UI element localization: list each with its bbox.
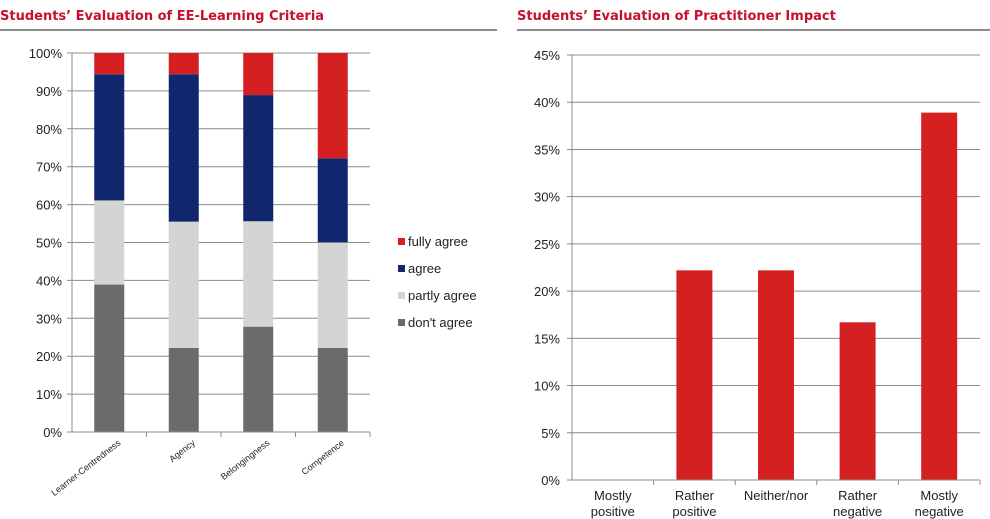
x-tick-label: Rather bbox=[675, 488, 715, 503]
bar-segment bbox=[168, 347, 199, 432]
bar-segment bbox=[168, 53, 199, 75]
x-tick-label: Neither/nor bbox=[744, 488, 809, 503]
learning-criteria-title: Students’ Evaluation of EE-Learning Crit… bbox=[0, 9, 325, 24]
y-tick-label: 35% bbox=[534, 142, 560, 157]
y-tick-label: 30% bbox=[534, 190, 560, 205]
legend-swatch bbox=[398, 265, 405, 272]
y-tick-label: 10% bbox=[36, 387, 62, 402]
bar bbox=[839, 322, 876, 480]
bar-segment bbox=[243, 53, 274, 96]
y-tick-label: 50% bbox=[36, 236, 62, 251]
bar-segment bbox=[94, 200, 125, 285]
bar-segment bbox=[168, 221, 199, 348]
y-tick-label: 45% bbox=[534, 48, 560, 63]
x-tick-label: Agency bbox=[167, 437, 197, 464]
x-tick-label: Mostly bbox=[920, 488, 958, 503]
x-tick-label: Learner-Centredness bbox=[49, 437, 123, 498]
legend-label: don't agree bbox=[408, 315, 473, 330]
practitioner-impact-chart: 0%5%10%15%20%25%30%35%40%45%Mostlypositi… bbox=[534, 48, 981, 519]
bar-segment bbox=[243, 221, 274, 327]
y-tick-label: 60% bbox=[36, 198, 62, 213]
legend-label: fully agree bbox=[408, 234, 468, 249]
y-tick-label: 40% bbox=[36, 273, 62, 288]
learning-criteria-title-rule bbox=[0, 29, 497, 31]
y-tick-label: 100% bbox=[29, 46, 63, 61]
bar bbox=[758, 270, 794, 480]
x-tick-label: positive bbox=[672, 504, 716, 519]
legend-label: agree bbox=[408, 261, 441, 276]
y-tick-label: 25% bbox=[534, 237, 560, 252]
bar-segment bbox=[243, 95, 274, 222]
bar-segment bbox=[317, 158, 348, 243]
y-tick-label: 70% bbox=[36, 160, 62, 175]
x-tick-label: Belongingness bbox=[219, 437, 272, 482]
bar-segment bbox=[317, 347, 348, 432]
y-tick-label: 15% bbox=[534, 331, 560, 346]
learning-criteria-chart: 0% 10% 20% 30% 40% 50% 60% 70% 80% 90% 100% Learner… bbox=[29, 46, 477, 498]
y-tick-label: 10% bbox=[534, 379, 560, 394]
bar bbox=[676, 270, 713, 480]
y-tick-label: 5% bbox=[541, 426, 560, 441]
x-tick-label: positive bbox=[591, 504, 635, 519]
bar-segment bbox=[317, 242, 348, 348]
legend-swatch bbox=[398, 292, 405, 299]
legend-swatch bbox=[398, 238, 405, 245]
x-tick-label: Rather bbox=[838, 488, 878, 503]
bar-segment bbox=[243, 326, 274, 432]
y-tick-label: 40% bbox=[534, 95, 560, 110]
bar-segment bbox=[94, 284, 125, 432]
legend-swatch bbox=[398, 319, 405, 326]
x-tick-label: Competence bbox=[300, 438, 346, 477]
x-tick-label: Mostly bbox=[594, 488, 632, 503]
y-tick-label: 20% bbox=[36, 349, 62, 364]
y-tick-label: 80% bbox=[36, 122, 62, 137]
y-tick-label: 30% bbox=[36, 311, 62, 326]
practitioner-impact-title: Students’ Evaluation of Practitioner Imp… bbox=[517, 9, 836, 24]
legend-label: partly agree bbox=[408, 288, 477, 303]
y-tick-label: 20% bbox=[534, 284, 560, 299]
bar bbox=[921, 112, 958, 480]
x-tick-label: negative bbox=[833, 504, 882, 519]
bar-segment bbox=[317, 53, 348, 159]
bar-segment bbox=[94, 53, 125, 75]
y-tick-label: 0% bbox=[43, 425, 62, 440]
y-tick-label: 90% bbox=[36, 84, 62, 99]
bar-segment bbox=[168, 74, 199, 222]
practitioner-impact-panel: Students’ Evaluation of Practitioner Imp… bbox=[517, 0, 990, 519]
learning-criteria-panel: Students’ Evaluation of EE-Learning Crit… bbox=[0, 9, 497, 498]
y-tick-label: 0% bbox=[541, 473, 560, 488]
x-tick-label: negative bbox=[915, 504, 964, 519]
bar-segment bbox=[94, 74, 125, 201]
practitioner-impact-title-rule bbox=[517, 29, 990, 31]
